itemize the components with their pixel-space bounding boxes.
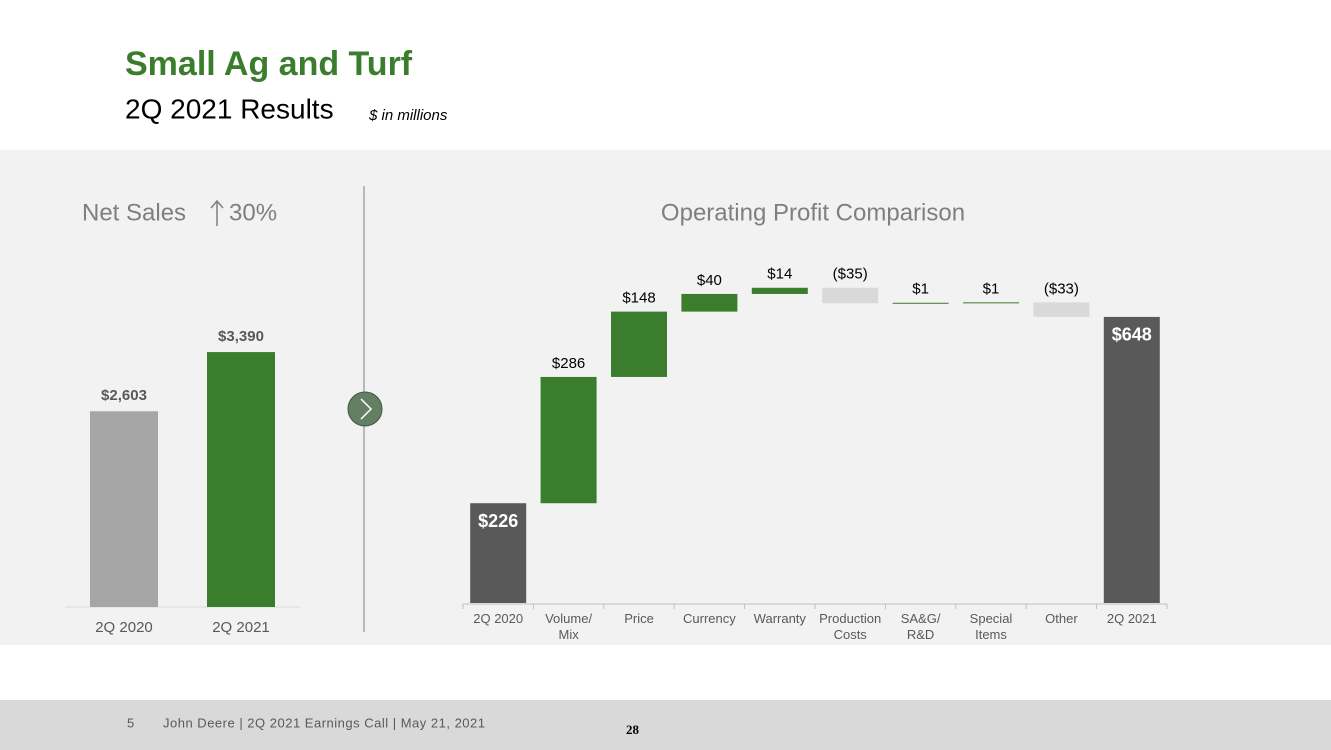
bar	[892, 302, 949, 304]
value-label: $1	[983, 280, 1000, 297]
value-label: $148	[622, 290, 655, 307]
x-tick-label: Volume/Mix	[545, 611, 592, 642]
bar	[822, 287, 879, 304]
bar	[470, 503, 527, 603]
value-label: $2,603	[101, 387, 147, 404]
value-label: $40	[697, 272, 722, 289]
change: 30%	[229, 199, 277, 226]
arrow-button	[347, 391, 383, 427]
slide-number: 28	[626, 722, 640, 737]
up-arrow	[210, 199, 224, 226]
bar	[1033, 302, 1090, 317]
chart-title: Operating Profit Comparison	[661, 199, 965, 226]
x-tick-label: SA&G/R&D	[901, 611, 941, 642]
x-tick-label: Warranty	[754, 611, 807, 626]
bar	[207, 352, 275, 607]
value-label: $286	[552, 355, 585, 372]
x-tick-label: 2Q 2021	[212, 619, 270, 636]
value-label: $3,390	[218, 328, 264, 345]
value-label: $14	[767, 266, 792, 283]
bar	[540, 376, 597, 504]
x-tick-label: Other	[1045, 611, 1078, 626]
bar	[681, 293, 738, 312]
chart-title: Net Sales	[82, 199, 186, 226]
x-tick-label: Special Items	[970, 611, 1013, 642]
title: Small Ag and Turf	[125, 45, 413, 83]
value-label: ($35)	[833, 266, 868, 283]
value-label: $1	[912, 281, 929, 298]
bar	[751, 287, 808, 294]
bar	[611, 311, 667, 377]
footer-band	[0, 700, 1331, 750]
x-tick-label: 2Q 2020	[95, 619, 153, 636]
x-tick-label: Price	[624, 611, 654, 626]
x-tick-label: 2Q 2021	[1107, 611, 1157, 626]
bar	[963, 302, 1019, 304]
value-label: $648	[1112, 325, 1152, 345]
x-tick-label: 2Q 2020	[473, 611, 523, 626]
subtitle: 2Q 2021 Results	[125, 93, 334, 124]
value-label: $226	[478, 511, 518, 531]
bar	[90, 411, 158, 607]
bar	[1103, 316, 1160, 603]
footer-text: John Deere | 2Q 2021 Earnings Call | May…	[163, 715, 485, 730]
unit: $ in millions	[368, 107, 448, 124]
x-tick-label: Currency	[683, 611, 736, 626]
page-number: 5	[127, 715, 134, 730]
value-label: ($33)	[1044, 280, 1079, 297]
x-tick-label: Production Costs	[819, 611, 881, 642]
